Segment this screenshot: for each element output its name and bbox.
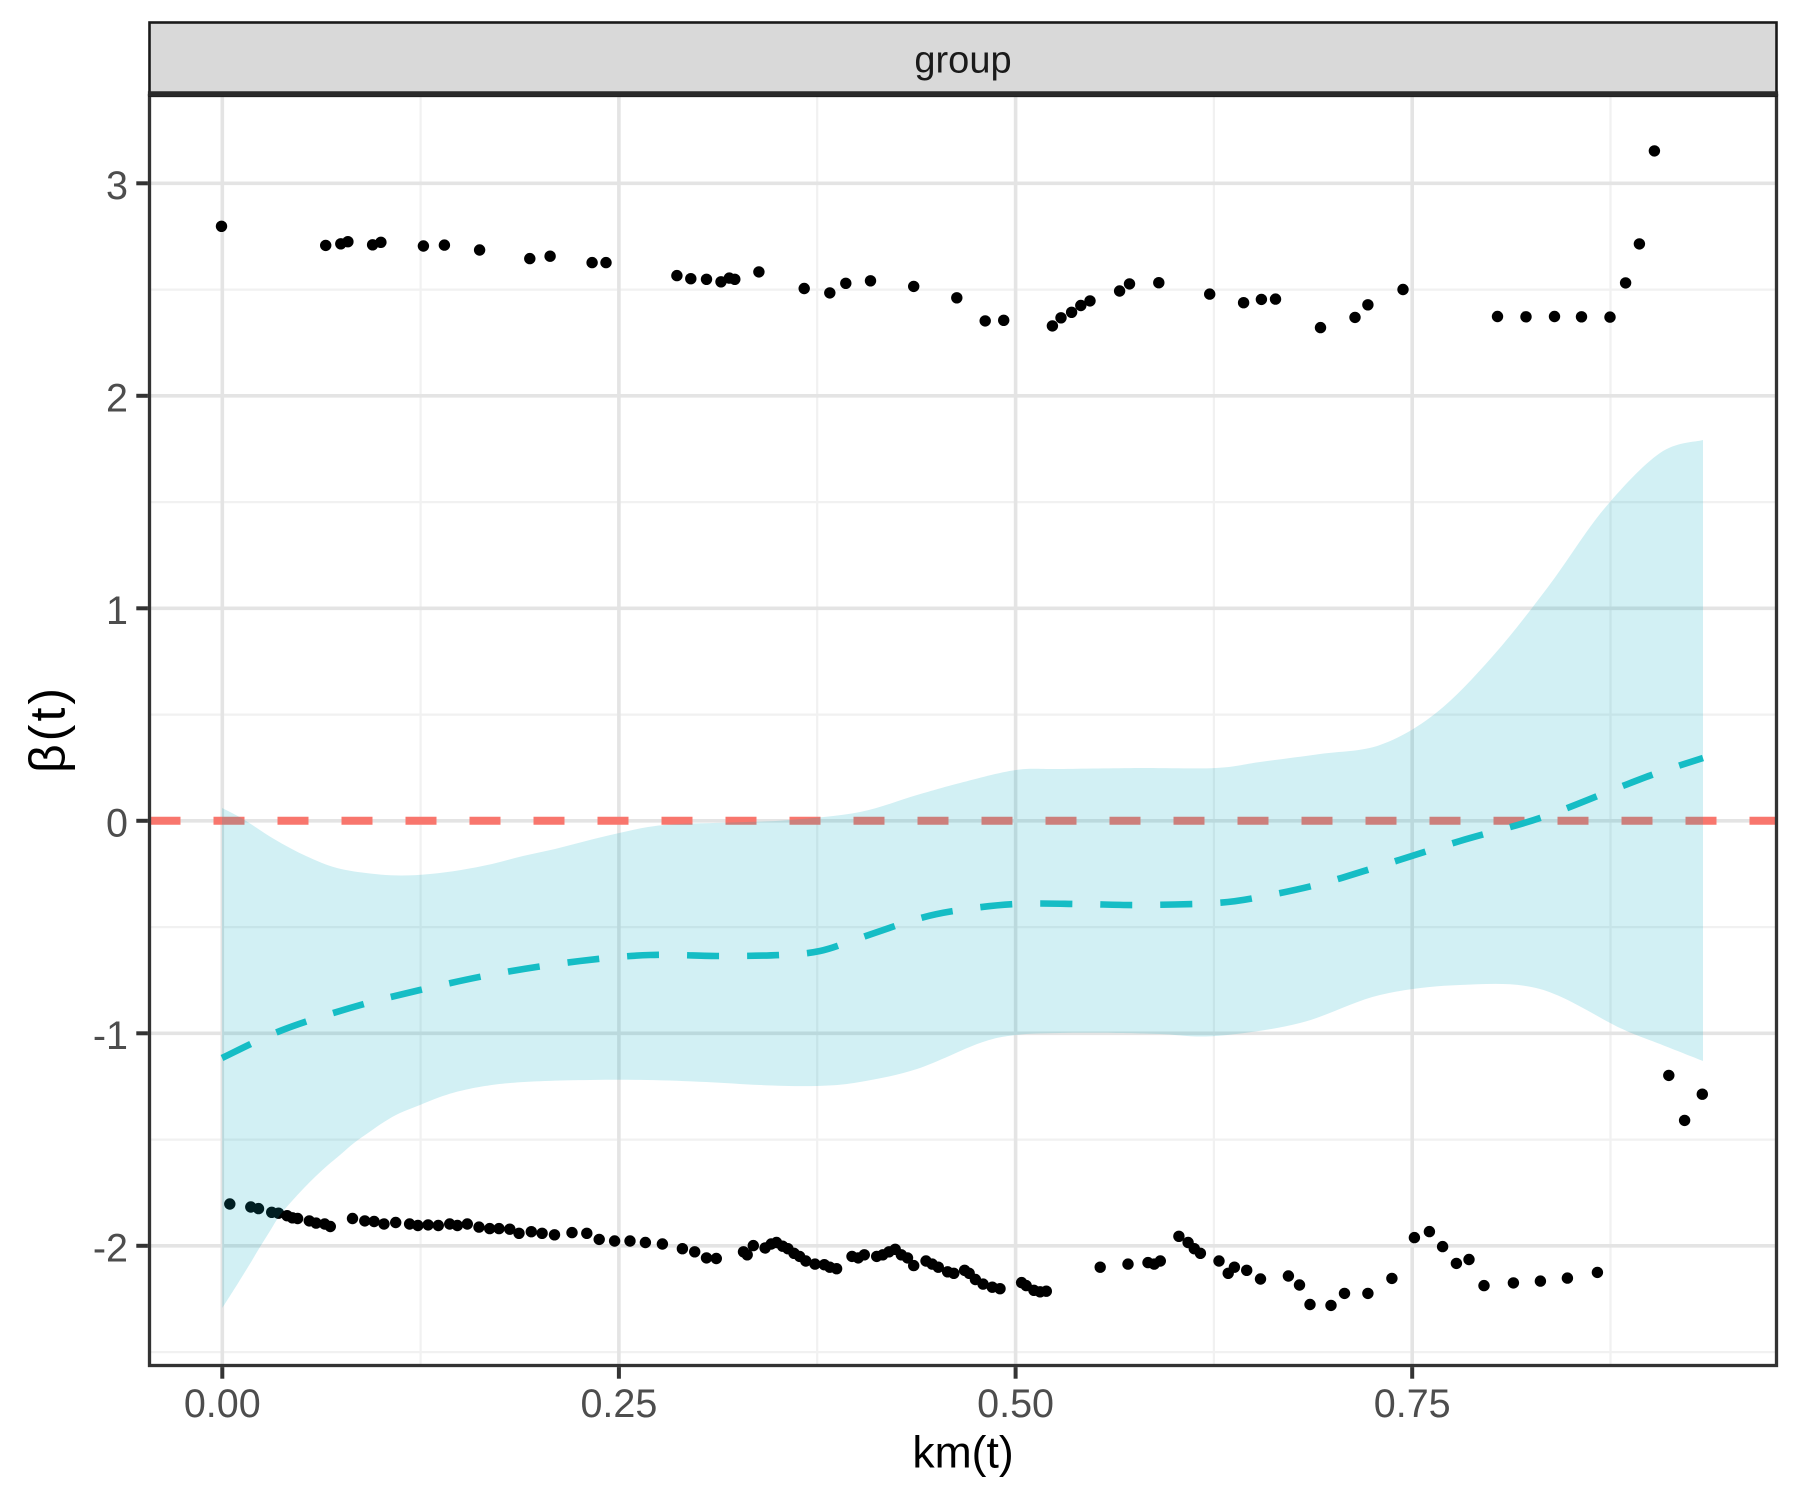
svg-text:0: 0 — [106, 801, 128, 845]
svg-text:0.00: 0.00 — [184, 1382, 261, 1426]
svg-text:-1: -1 — [93, 1014, 128, 1058]
svg-text:group: group — [914, 40, 1011, 82]
svg-text:β(t): β(t) — [19, 685, 75, 773]
svg-text:-2: -2 — [93, 1226, 128, 1270]
svg-text:0.50: 0.50 — [977, 1382, 1054, 1426]
svg-text:0.25: 0.25 — [580, 1382, 657, 1426]
svg-text:km(t): km(t) — [912, 1429, 1013, 1478]
svg-text:0.75: 0.75 — [1374, 1382, 1451, 1426]
svg-text:2: 2 — [106, 376, 128, 420]
svg-text:1: 1 — [106, 589, 128, 633]
svg-text:3: 3 — [106, 164, 128, 208]
